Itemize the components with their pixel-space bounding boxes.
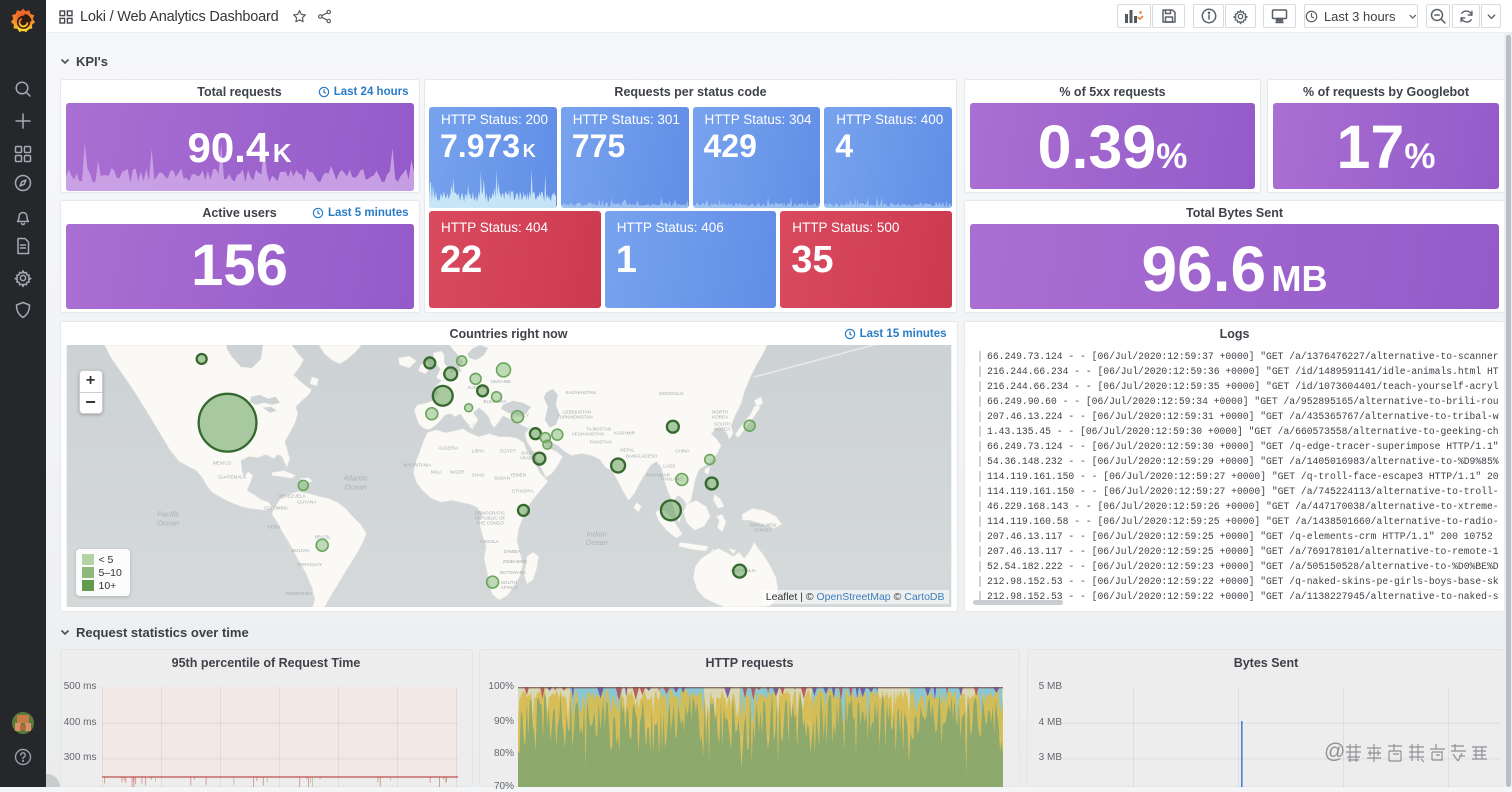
svg-text:NIGER: NIGER bbox=[449, 470, 464, 475]
svg-text:AFGHANISTAN: AFGHANISTAN bbox=[571, 432, 603, 437]
svg-text:ANGOLA: ANGOLA bbox=[479, 539, 499, 544]
svg-text:PAPUA NEW: PAPUA NEW bbox=[749, 522, 777, 527]
svg-text:Ocean: Ocean bbox=[585, 538, 607, 547]
svg-text:UZBEKISTAN: UZBEKISTAN bbox=[562, 410, 590, 415]
svg-text:GUYANA: GUYANA bbox=[297, 499, 317, 504]
svg-text:LAOS: LAOS bbox=[663, 464, 675, 469]
svg-text:SOUTH: SOUTH bbox=[714, 422, 730, 427]
svg-text:PAKISTAN: PAKISTAN bbox=[589, 440, 611, 445]
svg-text:THE CONGO: THE CONGO bbox=[476, 520, 504, 525]
svg-text:BOTSWANA: BOTSWANA bbox=[499, 570, 526, 575]
svg-text:MALI: MALI bbox=[430, 470, 441, 475]
svg-text:ARGENTINA: ARGENTINA bbox=[285, 591, 313, 596]
svg-text:VENEZUELA: VENEZUELA bbox=[278, 493, 306, 498]
svg-text:GUATEMALA: GUATEMALA bbox=[218, 474, 247, 479]
svg-text:NEPAL: NEPAL bbox=[620, 448, 635, 453]
svg-text:ZAMBIA: ZAMBIA bbox=[503, 549, 521, 554]
svg-text:YEMEN: YEMEN bbox=[509, 472, 525, 477]
svg-text:BRAZIL: BRAZIL bbox=[314, 534, 330, 539]
svg-text:ETHIOPIA: ETHIOPIA bbox=[512, 488, 534, 493]
svg-text:SAUDI: SAUDI bbox=[520, 451, 534, 456]
svg-text:ZIMBABWE: ZIMBABWE bbox=[502, 559, 526, 564]
svg-text:ALGERIA: ALGERIA bbox=[438, 446, 459, 451]
svg-text:COLOMBIA: COLOMBIA bbox=[263, 505, 288, 510]
svg-text:THAILAND: THAILAND bbox=[660, 476, 683, 481]
svg-text:KOREA: KOREA bbox=[714, 427, 731, 432]
svg-text:SOUTH: SOUTH bbox=[500, 580, 516, 585]
svg-text:LIBYA: LIBYA bbox=[471, 449, 485, 454]
svg-text:BOLIVIA: BOLIVIA bbox=[291, 548, 310, 553]
svg-text:PARAGUAY: PARAGUAY bbox=[297, 562, 322, 567]
svg-text:Atlantic: Atlantic bbox=[342, 473, 368, 482]
svg-text:TAJIKISTAN: TAJIKISTAN bbox=[586, 427, 611, 432]
svg-text:MEXICO: MEXICO bbox=[213, 461, 231, 466]
svg-text:TURKMENISTAN: TURKMENISTAN bbox=[556, 415, 592, 420]
svg-text:KAZAKHSTAN: KAZAKHSTAN bbox=[565, 390, 595, 395]
svg-text:MONGOLIA: MONGOLIA bbox=[659, 391, 685, 396]
svg-text:BANGLADESH: BANGLADESH bbox=[625, 454, 656, 459]
svg-text:KASHMIR: KASHMIR bbox=[614, 431, 636, 436]
svg-text:Indian: Indian bbox=[586, 529, 606, 538]
svg-text:Pacific: Pacific bbox=[157, 509, 179, 518]
svg-text:SUDAN: SUDAN bbox=[494, 475, 510, 480]
svg-text:MYANMAR: MYANMAR bbox=[646, 472, 670, 477]
svg-text:GUINEA: GUINEA bbox=[754, 527, 772, 532]
svg-text:UKRAINE: UKRAINE bbox=[490, 379, 510, 384]
svg-text:REPUBLIC OF: REPUBLIC OF bbox=[474, 515, 505, 520]
svg-text:AFRICA: AFRICA bbox=[500, 585, 518, 590]
svg-text:NORTH: NORTH bbox=[712, 410, 728, 415]
svg-text:MAURITANIA: MAURITANIA bbox=[403, 463, 432, 468]
svg-text:CHINA: CHINA bbox=[675, 449, 690, 454]
svg-text:Ocean: Ocean bbox=[157, 518, 179, 527]
svg-text:CHAD: CHAD bbox=[471, 472, 485, 477]
svg-text:KOREA: KOREA bbox=[712, 415, 729, 420]
svg-text:DEMOCRATIC: DEMOCRATIC bbox=[474, 510, 505, 515]
svg-text:Ocean: Ocean bbox=[344, 482, 366, 491]
svg-text:ARABIA: ARABIA bbox=[519, 456, 537, 461]
svg-text:PERU: PERU bbox=[267, 524, 280, 529]
svg-text:EGYPT: EGYPT bbox=[500, 449, 516, 454]
